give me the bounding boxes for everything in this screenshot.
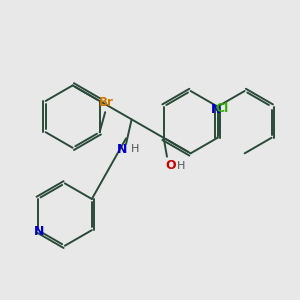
- Text: O: O: [165, 159, 175, 172]
- Text: N: N: [34, 225, 44, 238]
- Text: N: N: [116, 143, 127, 156]
- Text: H: H: [177, 160, 186, 171]
- Text: Cl: Cl: [215, 102, 229, 115]
- Text: Br: Br: [99, 96, 114, 109]
- Text: N: N: [211, 103, 222, 116]
- Text: H: H: [131, 144, 139, 154]
